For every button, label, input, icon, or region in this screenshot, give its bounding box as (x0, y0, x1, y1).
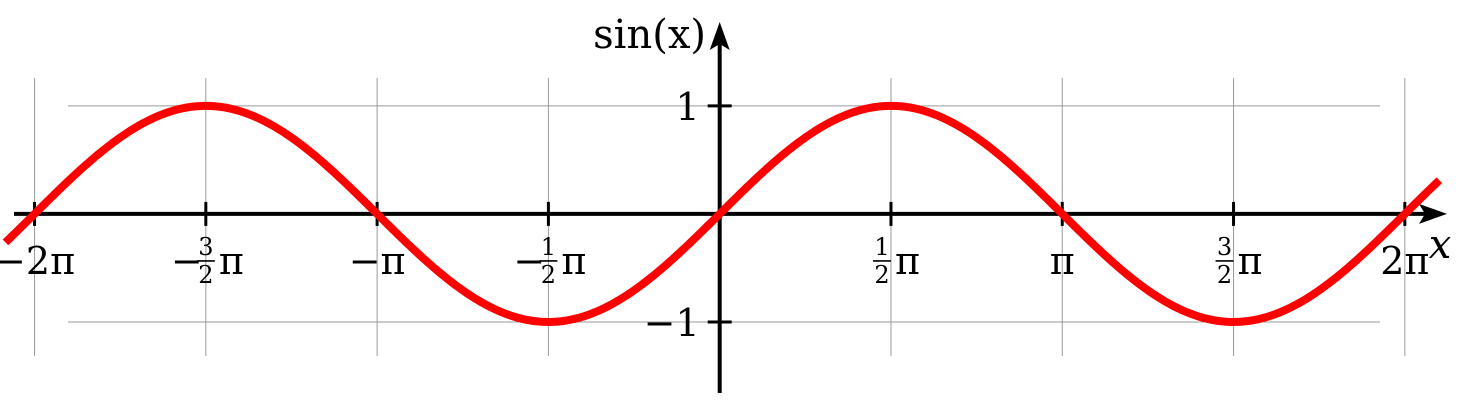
x-tick-numerator: 3 (198, 233, 213, 261)
x-tick-pi: π (895, 239, 920, 283)
x-tick-text: 2π (1380, 239, 1429, 283)
x-tick-denominator: 2 (874, 261, 889, 289)
x-tick-label: π (1050, 239, 1075, 283)
x-tick-pi: π (219, 239, 244, 283)
x-tick-label: 2π (1380, 239, 1429, 283)
x-tick-pi: π (561, 239, 586, 283)
x-tick-label: 12 π (872, 233, 920, 289)
curve-layer (2, 101, 1443, 326)
x-tick-label: −2π (0, 239, 75, 283)
x-tick-denominator: 2 (541, 261, 556, 289)
x-tick-label: −π (349, 239, 406, 283)
x-tick-label: −32 π (171, 233, 244, 289)
x-tick-numerator: 1 (874, 233, 889, 261)
x-tick-denominator: 2 (1217, 261, 1232, 289)
sine-curve (2, 101, 1443, 326)
x-tick-label: −12 π (513, 233, 586, 289)
x-tick-pi: π (1238, 239, 1263, 283)
x-tick-numerator: 1 (541, 233, 556, 261)
x-tick-numerator: 3 (1217, 233, 1232, 261)
y-tick-label: 1 (676, 85, 700, 129)
x-axis-arrowhead (1419, 203, 1447, 224)
x-tick-label: 32 π (1215, 233, 1263, 289)
x-axis-label: x (1429, 222, 1452, 268)
x-tick-text: −2π (0, 239, 75, 283)
y-axis-arrowhead (709, 22, 730, 50)
labels: sin(x) x −2π −32 π −π −12 π 12 π π 32 π 2π1−1 (0, 12, 1451, 345)
x-tick-denominator: 2 (198, 261, 213, 289)
y-axis-label: sin(x) (593, 12, 706, 58)
x-tick-text: −π (349, 239, 406, 283)
x-tick-text: π (1050, 239, 1075, 283)
y-tick-label: −1 (644, 301, 700, 345)
